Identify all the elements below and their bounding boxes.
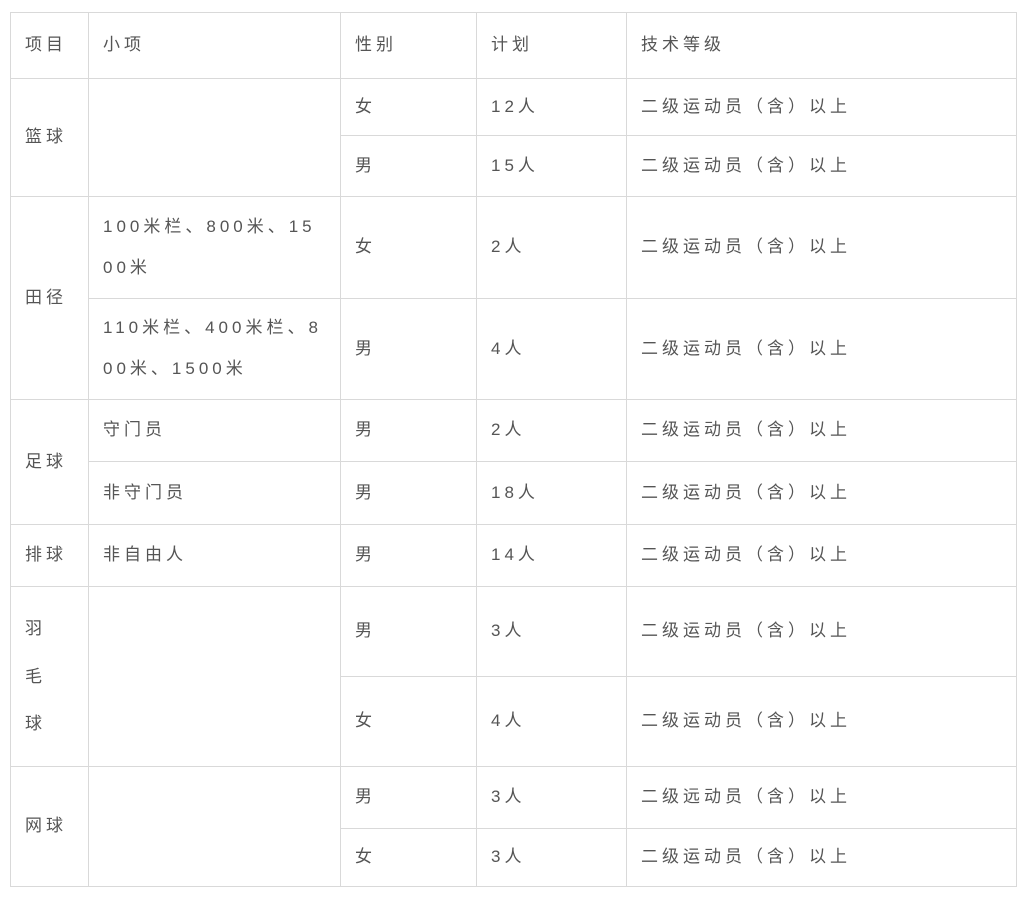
gender-cell: 男 [340, 586, 477, 677]
header-plan: 计划 [476, 12, 627, 79]
plan-cell: 2人 [476, 196, 627, 299]
plan-cell: 18人 [476, 461, 627, 525]
gender-cell: 女 [340, 676, 477, 767]
gender-cell: 男 [340, 524, 477, 587]
table-row: 排球 非自由人 男 14人 二级运动员（含）以上 [10, 524, 1017, 587]
table-row: 篮球 女 12人 二级运动员（含）以上 [10, 78, 1017, 197]
subitem-cell: 非守门员 [88, 461, 341, 525]
header-project: 项目 [10, 12, 89, 79]
table-header-row: 项目 小项 性别 计划 技术等级 [10, 12, 1017, 79]
plan-cell: 12人 [476, 78, 627, 136]
project-cell: 篮球 [10, 78, 89, 197]
table-row: 110米栏、400米栏、800米、1500米 男 4人 二级运动员（含）以上 [11, 298, 1017, 400]
plan-cell: 4人 [476, 298, 627, 400]
subitem-cell [88, 586, 341, 767]
level-cell: 二级运动员（含）以上 [626, 298, 1017, 400]
gender-cell: 女 [340, 828, 477, 887]
plan-cell: 15人 [476, 135, 627, 197]
subitem-cell [88, 766, 341, 887]
table-row: 女 4人 二级运动员（含）以上 [11, 676, 1017, 767]
header-gender: 性别 [340, 12, 477, 79]
level-cell: 二级运动员（含）以上 [626, 78, 1017, 136]
gender-cell: 男 [340, 135, 477, 197]
level-cell: 二级运动员（含）以上 [626, 586, 1017, 677]
table-row: 羽毛球 男 3人 二级运动员（含）以上 [10, 586, 1017, 767]
project-cell: 田径 [10, 196, 89, 400]
project-cell: 羽毛球 [10, 586, 89, 767]
table-row: 足球 守门员 男 2人 二级运动员（含）以上 [10, 399, 1017, 525]
gender-cell: 男 [340, 399, 477, 462]
table-row: 非守门员 男 18人 二级运动员（含）以上 [11, 461, 1017, 525]
plan-cell: 4人 [476, 676, 627, 767]
plan-cell: 3人 [476, 766, 627, 829]
level-cell: 二级运动员（含）以上 [626, 524, 1017, 587]
plan-cell: 3人 [476, 828, 627, 887]
project-cell: 足球 [10, 399, 89, 525]
header-level: 技术等级 [626, 12, 1017, 79]
gender-cell: 男 [340, 461, 477, 525]
table-row: 女 3人 二级运动员（含）以上 [11, 828, 1017, 887]
gender-cell: 女 [340, 196, 477, 299]
level-cell: 二级运动员（含）以上 [626, 196, 1017, 299]
level-cell: 二级运动员（含）以上 [626, 828, 1017, 887]
table-row: 男 15人 二级运动员（含）以上 [11, 135, 1017, 197]
subitem-cell: 110米栏、400米栏、800米、1500米 [88, 298, 341, 400]
project-cell: 排球 [10, 524, 89, 587]
subitem-cell: 守门员 [88, 399, 341, 462]
project-label: 羽毛球 [25, 619, 46, 734]
header-subitem: 小项 [88, 12, 341, 79]
sports-recruitment-table: 项目 小项 性别 计划 技术等级 篮球 女 12人 二级运动员（含）以上 男 1… [10, 12, 1017, 887]
subitem-cell: 非自由人 [88, 524, 341, 587]
subitem-cell [88, 78, 341, 197]
project-cell: 网球 [10, 766, 89, 887]
table-row: 网球 男 3人 二级远动员（含）以上 [10, 766, 1017, 887]
gender-cell: 女 [340, 78, 477, 136]
level-cell: 二级运动员（含）以上 [626, 676, 1017, 767]
gender-cell: 男 [340, 298, 477, 400]
level-cell: 二级远动员（含）以上 [626, 766, 1017, 829]
level-cell: 二级运动员（含）以上 [626, 461, 1017, 525]
plan-cell: 2人 [476, 399, 627, 462]
level-cell: 二级运动员（含）以上 [626, 135, 1017, 197]
plan-cell: 14人 [476, 524, 627, 587]
level-cell: 二级运动员（含）以上 [626, 399, 1017, 462]
table-row: 田径 100米栏、800米、1500米 女 2人 二级运动员（含）以上 [10, 196, 1017, 400]
gender-cell: 男 [340, 766, 477, 829]
subitem-cell: 100米栏、800米、1500米 [88, 196, 341, 299]
plan-cell: 3人 [476, 586, 627, 677]
